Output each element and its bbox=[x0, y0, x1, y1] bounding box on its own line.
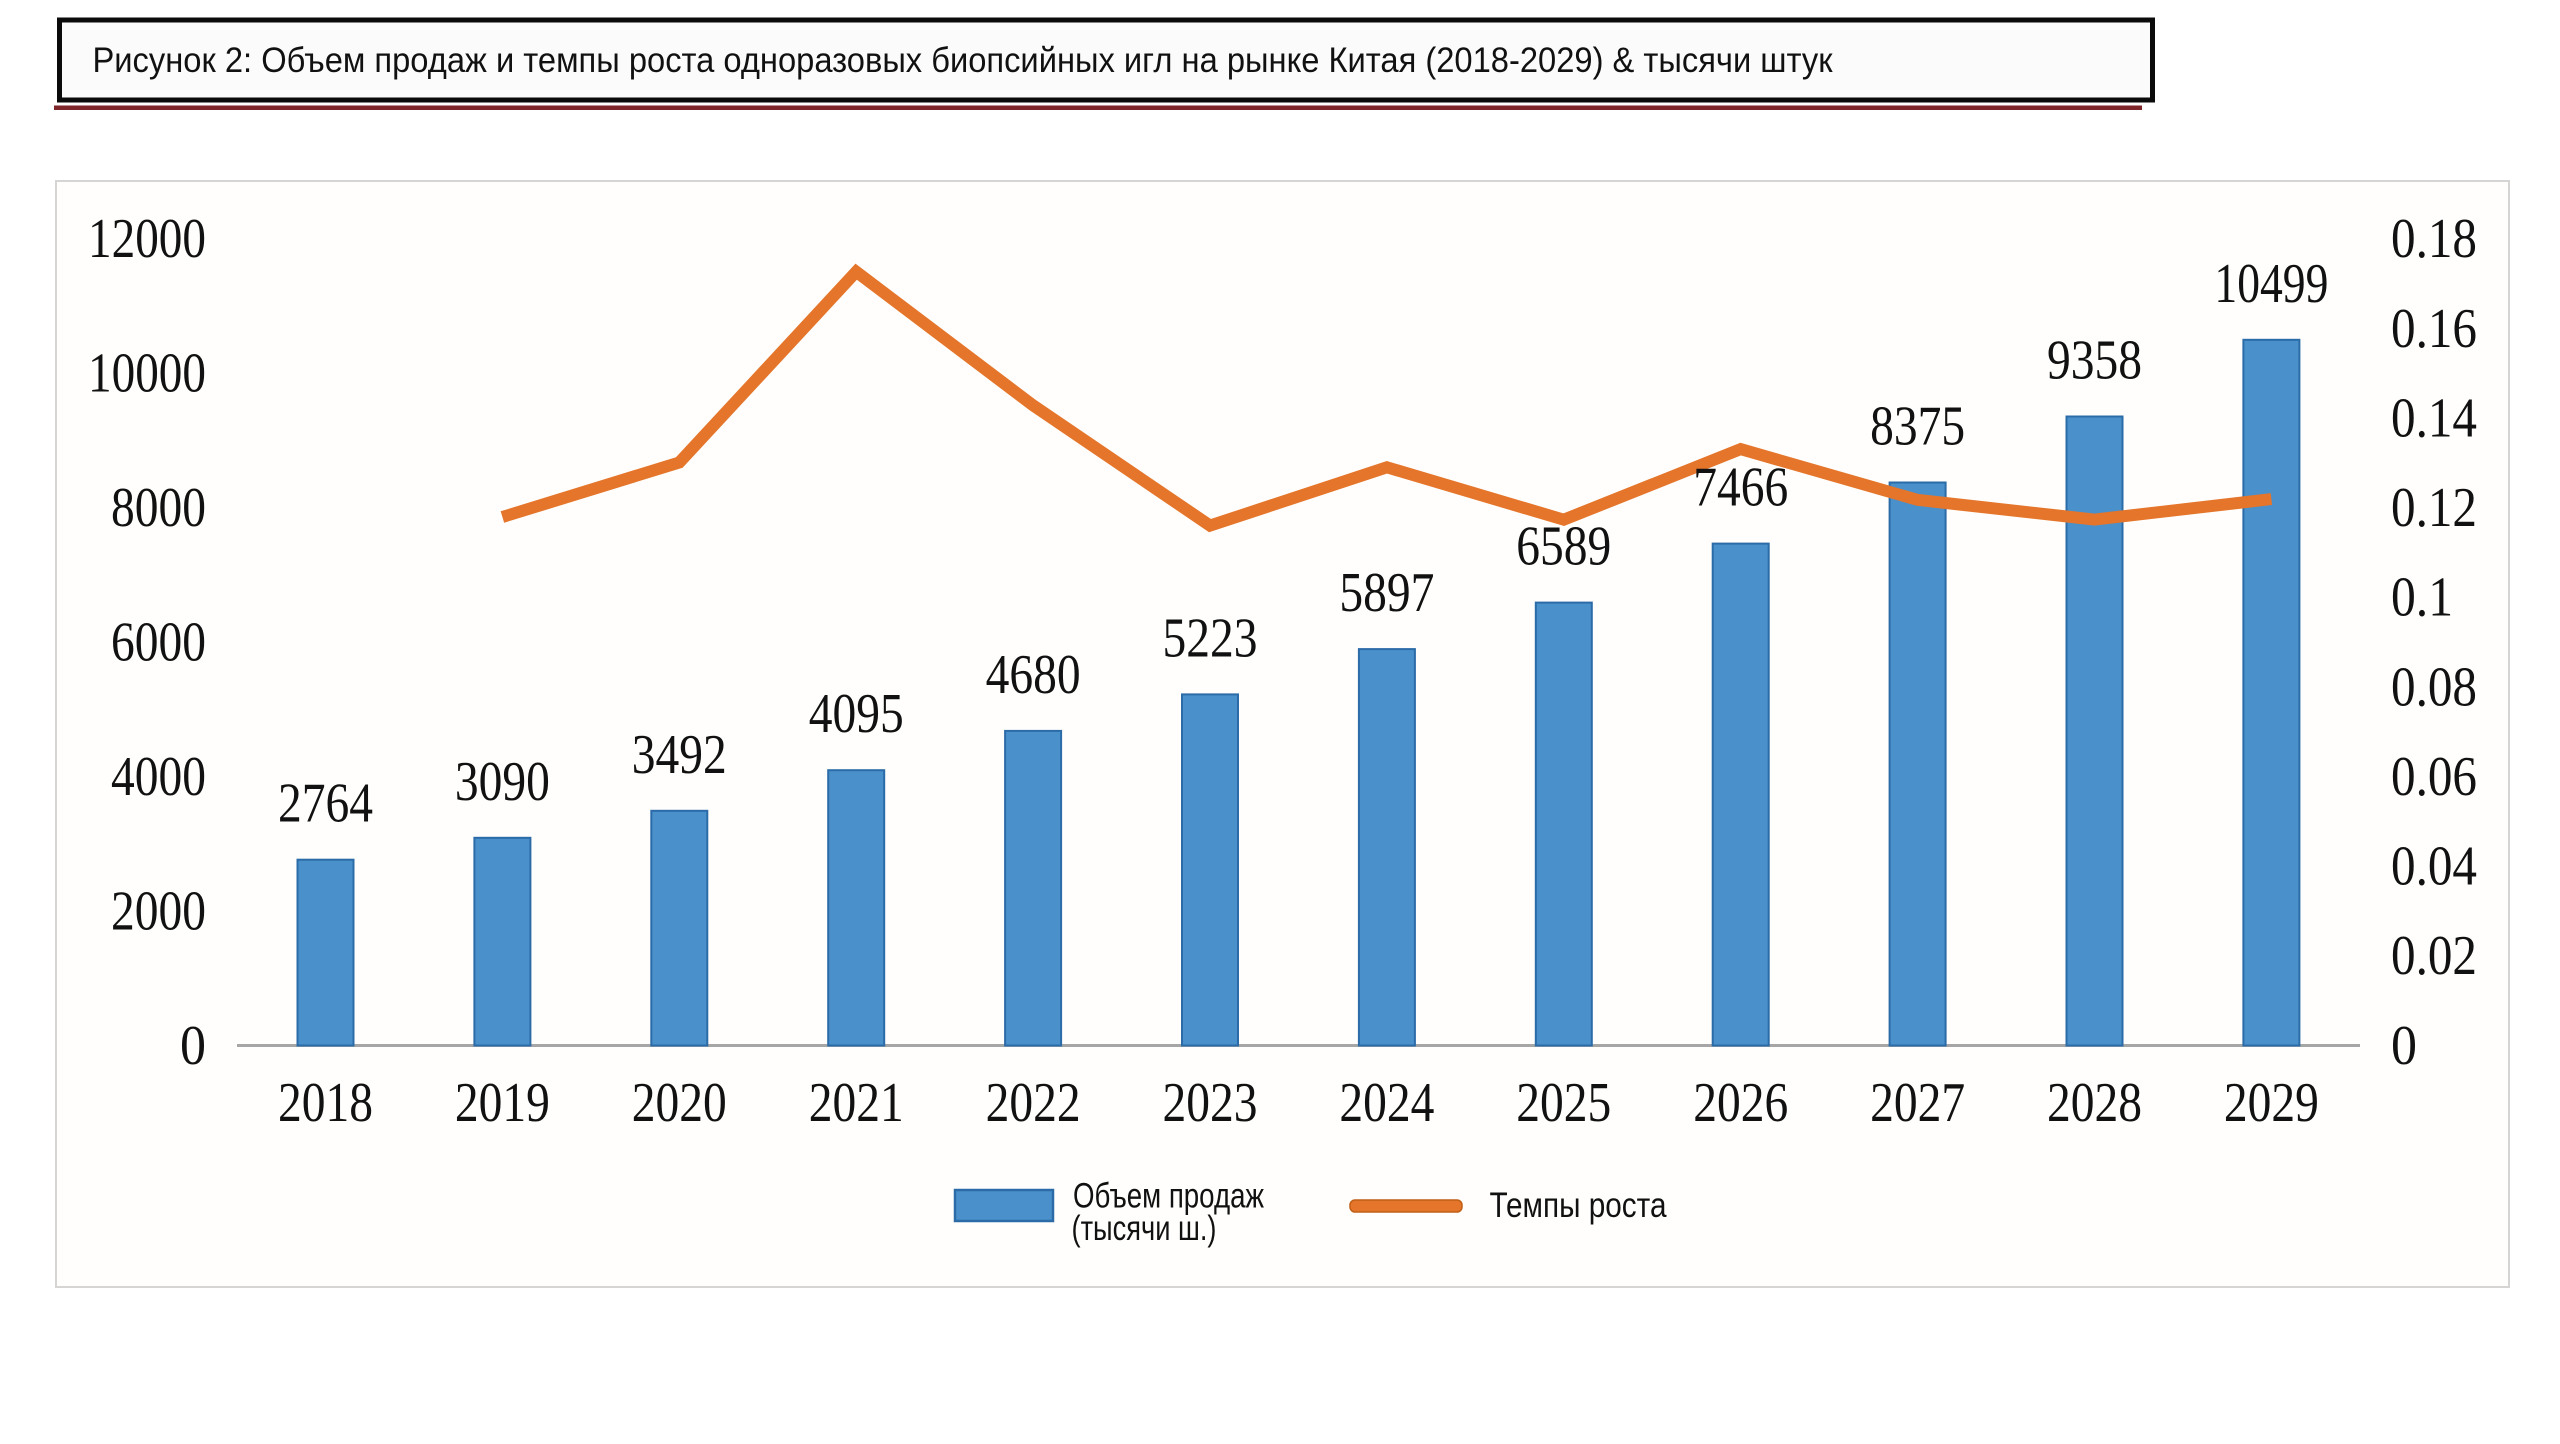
svg-text:4095: 4095 bbox=[809, 683, 904, 745]
svg-text:2764: 2764 bbox=[278, 773, 373, 835]
svg-text:10499: 10499 bbox=[2214, 253, 2328, 315]
svg-text:2021: 2021 bbox=[809, 1072, 904, 1134]
svg-text:Рисунок 2: Объем продаж и темп: Рисунок 2: Объем продаж и темпы роста од… bbox=[93, 41, 1834, 80]
svg-text:5897: 5897 bbox=[1339, 562, 1434, 624]
svg-text:0.06: 0.06 bbox=[2391, 746, 2477, 808]
svg-text:2027: 2027 bbox=[1870, 1072, 1965, 1134]
svg-text:8375: 8375 bbox=[1870, 396, 1965, 458]
svg-text:0.04: 0.04 bbox=[2391, 836, 2477, 898]
svg-text:7466: 7466 bbox=[1693, 457, 1788, 519]
svg-text:0.1: 0.1 bbox=[2391, 567, 2453, 629]
svg-text:2019: 2019 bbox=[455, 1072, 550, 1134]
svg-text:0.08: 0.08 bbox=[2391, 656, 2477, 718]
svg-text:3492: 3492 bbox=[632, 724, 727, 786]
svg-text:0.12: 0.12 bbox=[2391, 477, 2477, 539]
svg-text:2020: 2020 bbox=[632, 1072, 727, 1134]
svg-text:0.02: 0.02 bbox=[2391, 925, 2477, 987]
svg-text:10000: 10000 bbox=[88, 343, 206, 405]
svg-text:4680: 4680 bbox=[986, 644, 1081, 706]
svg-text:0.14: 0.14 bbox=[2391, 388, 2477, 450]
svg-text:Темпы роста: Темпы роста bbox=[1490, 1186, 1667, 1225]
svg-text:2025: 2025 bbox=[1516, 1072, 1611, 1134]
svg-text:4000: 4000 bbox=[111, 746, 206, 808]
svg-text:8000: 8000 bbox=[111, 477, 206, 539]
svg-text:6000: 6000 bbox=[111, 612, 206, 674]
svg-text:2028: 2028 bbox=[2047, 1072, 2142, 1134]
svg-text:0.16: 0.16 bbox=[2391, 298, 2477, 360]
svg-text:2029: 2029 bbox=[2224, 1072, 2319, 1134]
svg-text:(тысячи ш.): (тысячи ш.) bbox=[1072, 1209, 1217, 1248]
svg-text:3090: 3090 bbox=[455, 751, 550, 813]
svg-text:6589: 6589 bbox=[1516, 516, 1611, 578]
svg-text:5223: 5223 bbox=[1163, 607, 1258, 669]
svg-text:2000: 2000 bbox=[111, 880, 206, 942]
svg-text:0: 0 bbox=[180, 1015, 206, 1077]
svg-text:2023: 2023 bbox=[1163, 1072, 1258, 1134]
svg-text:2022: 2022 bbox=[986, 1072, 1081, 1134]
svg-text:Объем продаж: Объем продаж bbox=[1073, 1177, 1264, 1216]
svg-text:0: 0 bbox=[2391, 1015, 2417, 1077]
svg-text:2026: 2026 bbox=[1693, 1072, 1788, 1134]
svg-text:0.18: 0.18 bbox=[2391, 208, 2477, 270]
svg-text:12000: 12000 bbox=[88, 208, 206, 270]
svg-text:2024: 2024 bbox=[1339, 1072, 1434, 1134]
svg-text:2018: 2018 bbox=[278, 1072, 373, 1134]
svg-text:9358: 9358 bbox=[2047, 330, 2142, 392]
